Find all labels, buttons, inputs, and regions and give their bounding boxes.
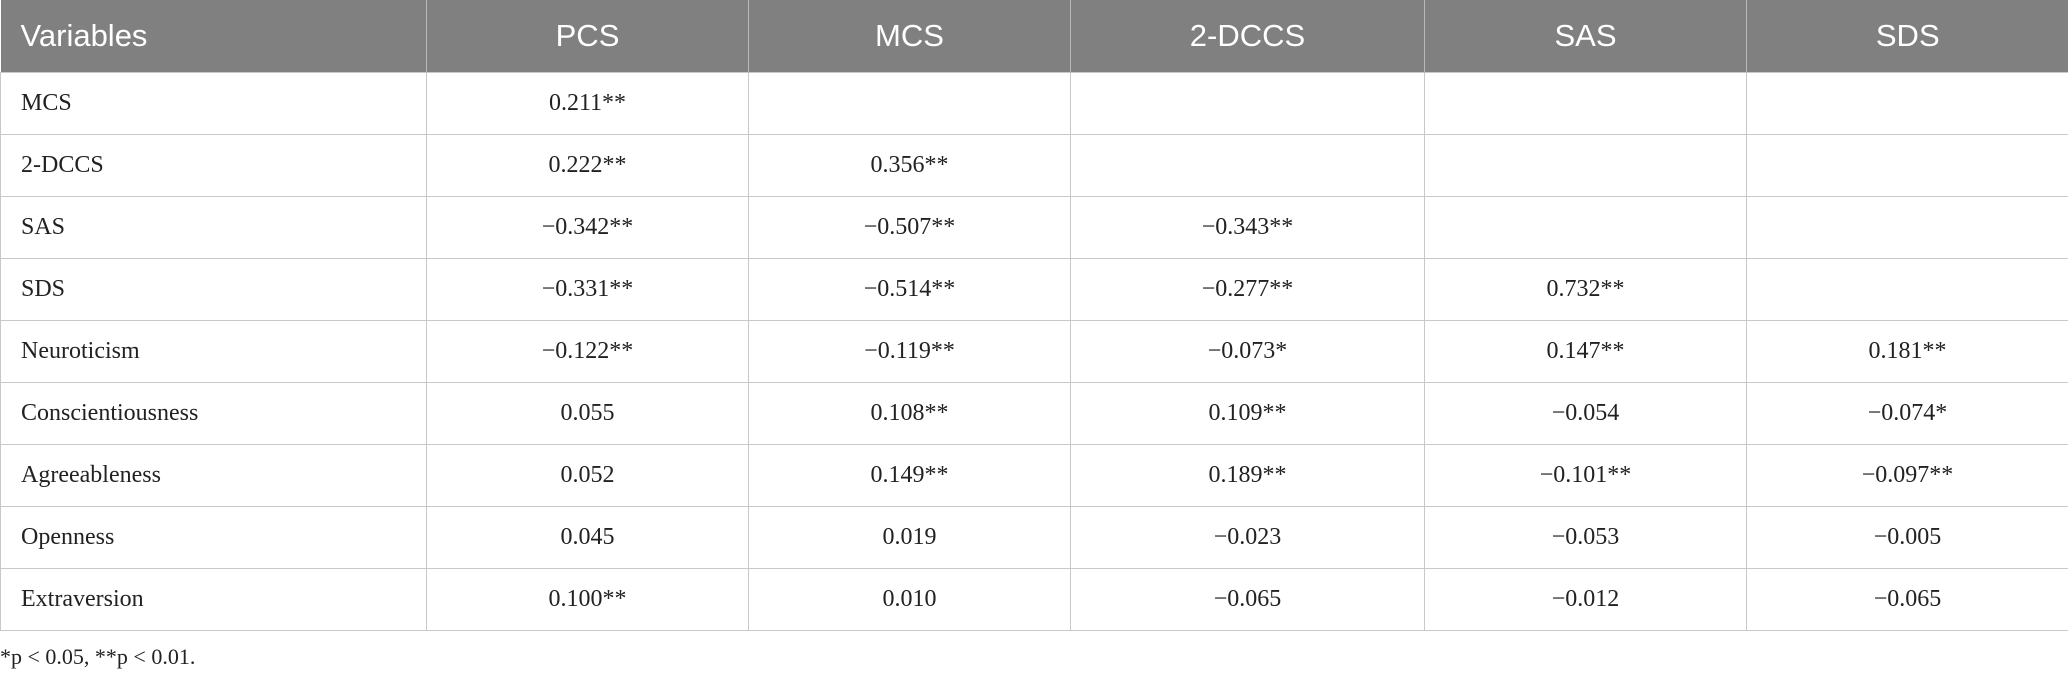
column-header: SDS — [1746, 0, 2068, 73]
footnote: *p < 0.05, **p < 0.01. — [0, 644, 196, 669]
table-cell — [1746, 196, 2068, 259]
table-cell — [1746, 72, 2068, 135]
correlation-table: Variables PCS MCS 2-DCCS SAS SDS MCS 0.211** 2-… — [0, 0, 2068, 631]
table-row: SDS −0.331** −0.514** −0.277** 0.732** — [0, 258, 2068, 321]
table-cell — [1070, 134, 1425, 197]
table-cell: −0.054 — [1424, 382, 1747, 445]
table-cell: 0.100** — [426, 568, 749, 631]
table-row: Agreeableness 0.052 0.149** 0.189** −0.101**… — [0, 444, 2068, 507]
row-label: Openness — [0, 506, 427, 569]
table-row: Neuroticism −0.122** −0.119** −0.073* 0.147*… — [0, 320, 2068, 383]
header-row: Variables PCS MCS 2-DCCS SAS SDS — [0, 0, 2068, 73]
table-cell: −0.122** — [426, 320, 749, 383]
table-cell: −0.053 — [1424, 506, 1747, 569]
table-cell: −0.023 — [1070, 506, 1425, 569]
table-cell: 0.149** — [748, 444, 1071, 507]
table-cell: 0.147** — [1424, 320, 1747, 383]
table-cell: −0.005 — [1746, 506, 2068, 569]
row-label: SDS — [0, 258, 427, 321]
table-cell — [1070, 72, 1425, 135]
table-row: MCS 0.211** — [0, 72, 2068, 135]
table-cell: 0.010 — [748, 568, 1071, 631]
table-cell: −0.277** — [1070, 258, 1425, 321]
table-cell — [1746, 258, 2068, 321]
table-row: Extraversion 0.100** 0.010 −0.065 −0.012 −0.0… — [0, 568, 2068, 631]
table-row: 2-DCCS 0.222** 0.356** — [0, 134, 2068, 197]
column-header: PCS — [426, 0, 749, 73]
table-cell: 0.181** — [1746, 320, 2068, 383]
table-cell: −0.331** — [426, 258, 749, 321]
row-label: Conscientiousness — [0, 382, 427, 445]
table-cell: 0.211** — [426, 72, 749, 135]
table-cell: −0.507** — [748, 196, 1071, 259]
row-label: MCS — [0, 72, 427, 135]
table-cell: 0.222** — [426, 134, 749, 197]
table-cell: 0.019 — [748, 506, 1071, 569]
row-label: Neuroticism — [0, 320, 427, 383]
table-cell: −0.073* — [1070, 320, 1425, 383]
table-cell: 0.109** — [1070, 382, 1425, 445]
row-label: SAS — [0, 196, 427, 259]
row-label: 2-DCCS — [0, 134, 427, 197]
table-cell — [1424, 196, 1747, 259]
row-label: Extraversion — [0, 568, 427, 631]
table-cell: 0.356** — [748, 134, 1071, 197]
table-cell — [748, 72, 1071, 135]
column-header: 2-DCCS — [1070, 0, 1425, 73]
table-cell: −0.119** — [748, 320, 1071, 383]
table-cell: −0.514** — [748, 258, 1071, 321]
table-cell: −0.065 — [1746, 568, 2068, 631]
table-body: MCS 0.211** 2-DCCS 0.222** 0.356** SAS −0.342*… — [0, 72, 2068, 631]
table-cell: −0.065 — [1070, 568, 1425, 631]
table-cell: 0.108** — [748, 382, 1071, 445]
column-header: MCS — [748, 0, 1071, 73]
table-cell — [1424, 72, 1747, 135]
table-row: Openness 0.045 0.019 −0.023 −0.053 −0.005 — [0, 506, 2068, 569]
column-header: Variables — [0, 0, 427, 73]
table-row: SAS −0.342** −0.507** −0.343** — [0, 196, 2068, 259]
table-cell: 0.732** — [1424, 258, 1747, 321]
table-cell: −0.012 — [1424, 568, 1747, 631]
table-row: Conscientiousness 0.055 0.108** 0.109** −0.0… — [0, 382, 2068, 445]
table-cell: −0.342** — [426, 196, 749, 259]
table-cell: 0.045 — [426, 506, 749, 569]
row-label: Agreeableness — [0, 444, 427, 507]
table-cell: 0.189** — [1070, 444, 1425, 507]
table-cell: −0.101** — [1424, 444, 1747, 507]
table-cell: −0.074* — [1746, 382, 2068, 445]
table-cell — [1424, 134, 1747, 197]
table-cell: 0.055 — [426, 382, 749, 445]
table-cell: 0.052 — [426, 444, 749, 507]
table-cell: −0.343** — [1070, 196, 1425, 259]
column-header: SAS — [1424, 0, 1747, 73]
table-cell — [1746, 134, 2068, 197]
table-cell: −0.097** — [1746, 444, 2068, 507]
